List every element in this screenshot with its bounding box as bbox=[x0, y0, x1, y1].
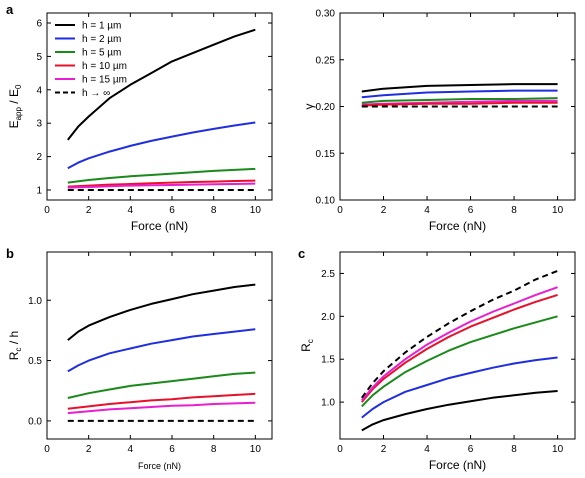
series-line bbox=[67, 328, 256, 373]
x-tick-label: 6 bbox=[468, 444, 474, 455]
x-tick-label: 6 bbox=[169, 205, 175, 216]
x-tick-label: 0 bbox=[44, 205, 50, 216]
legend-label: h = 10 µm bbox=[82, 61, 127, 72]
series-line bbox=[67, 392, 256, 410]
y-tick-label: 2.0 bbox=[321, 312, 335, 323]
y-tick-label: 2 bbox=[36, 152, 42, 163]
series-line bbox=[67, 179, 256, 188]
y-tick-label: 1.5 bbox=[321, 355, 335, 366]
y-tick-label: 0.25 bbox=[316, 55, 336, 66]
y-tick-label: 0.0 bbox=[28, 416, 42, 427]
x-tick-label: 0 bbox=[337, 444, 343, 455]
x-tick-label: 8 bbox=[511, 205, 517, 216]
y-tick-label: 2.5 bbox=[321, 269, 335, 280]
legend-label: h = 2 µm bbox=[82, 34, 121, 45]
x-tick-label: 6 bbox=[468, 205, 474, 216]
plot-frame bbox=[339, 251, 576, 440]
legend-label: h → ∞ bbox=[82, 88, 110, 99]
series-line bbox=[361, 101, 558, 107]
panel-label: c bbox=[298, 246, 305, 261]
series-line bbox=[361, 315, 558, 408]
y-tick-label: 0.30 bbox=[316, 9, 336, 20]
series-line bbox=[361, 293, 558, 403]
plot-frame bbox=[46, 12, 273, 201]
x-tick-label: 2 bbox=[381, 444, 387, 455]
y-tick-label: 6 bbox=[36, 19, 42, 30]
series-line bbox=[67, 401, 256, 415]
x-tick-label: 10 bbox=[250, 205, 262, 216]
legend-label: h = 15 µm bbox=[82, 75, 127, 86]
y-tick-label: 0.15 bbox=[316, 149, 336, 160]
x-tick-label: 6 bbox=[169, 444, 175, 455]
y-tick-label: 1.0 bbox=[321, 398, 335, 409]
y-tick-label: 0.5 bbox=[28, 356, 42, 367]
y-tick-label: 0.20 bbox=[316, 102, 336, 113]
x-tick-label: 2 bbox=[86, 205, 92, 216]
y-tick-label: 5 bbox=[36, 52, 42, 63]
x-tick-label: 4 bbox=[424, 205, 430, 216]
x-tick-label: 10 bbox=[552, 205, 564, 216]
x-tick-label: 8 bbox=[511, 444, 517, 455]
legend-label: h = 5 µm bbox=[82, 48, 121, 59]
x-axis-label: Force (nN) bbox=[429, 219, 486, 233]
x-tick-label: 10 bbox=[250, 444, 262, 455]
x-tick-label: 10 bbox=[552, 444, 564, 455]
x-tick-label: 8 bbox=[211, 205, 217, 216]
x-tick-label: 4 bbox=[424, 444, 430, 455]
series-line bbox=[67, 371, 256, 399]
series-line bbox=[67, 28, 256, 141]
panel-gamma: 0 2 4 6 8 10 0.10 0.15 0.20 0.25 0.30 Force (nN) γ bbox=[302, 9, 576, 233]
y-tick-label: 3 bbox=[36, 119, 42, 130]
series-line bbox=[361, 286, 558, 402]
series-line bbox=[361, 356, 558, 419]
plot-frame bbox=[46, 251, 273, 440]
x-tick-label: 2 bbox=[381, 205, 387, 216]
series-line bbox=[360, 269, 558, 399]
legend-label: h = 1 µm bbox=[82, 21, 121, 32]
y-tick-label: 0.10 bbox=[316, 196, 336, 207]
x-axis-label: Force (nN) bbox=[429, 458, 486, 472]
panel-label: b bbox=[6, 246, 14, 261]
y-tick-label: 1 bbox=[36, 185, 42, 196]
panel-b: 0 2 4 6 8 10 0.0 0.5 1.0 Force (nN) Rc / h b bbox=[6, 246, 273, 471]
y-tick-label: 4 bbox=[36, 85, 42, 96]
y-axis-label: Rc bbox=[299, 339, 315, 352]
y-axis-label: γ bbox=[302, 104, 316, 110]
y-axis-label: Eapp / E0 bbox=[7, 84, 23, 128]
panel-c: 0 2 4 6 8 10 1.0 1.5 2.0 2.5 Force (nN) Rc c bbox=[298, 246, 576, 472]
y-tick-label: 1.0 bbox=[28, 296, 42, 307]
y-axis-label: Rc / h bbox=[7, 331, 23, 360]
series-line bbox=[67, 121, 256, 170]
x-tick-label: 2 bbox=[86, 444, 92, 455]
x-tick-label: 0 bbox=[337, 205, 343, 216]
panel-label: a bbox=[6, 2, 14, 17]
x-axis-label: Force (nN) bbox=[131, 219, 188, 233]
series-line bbox=[361, 97, 558, 104]
x-tick-label: 4 bbox=[128, 205, 134, 216]
series-line bbox=[67, 283, 256, 341]
series-line bbox=[67, 182, 256, 189]
x-tick-label: 4 bbox=[128, 444, 134, 455]
series-line bbox=[361, 89, 558, 99]
series-line bbox=[67, 167, 256, 184]
x-tick-label: 8 bbox=[211, 444, 217, 455]
series-line bbox=[361, 83, 558, 93]
series-line bbox=[361, 390, 558, 432]
x-axis-label: Force (nN) bbox=[138, 461, 181, 471]
x-tick-label: 0 bbox=[44, 444, 50, 455]
